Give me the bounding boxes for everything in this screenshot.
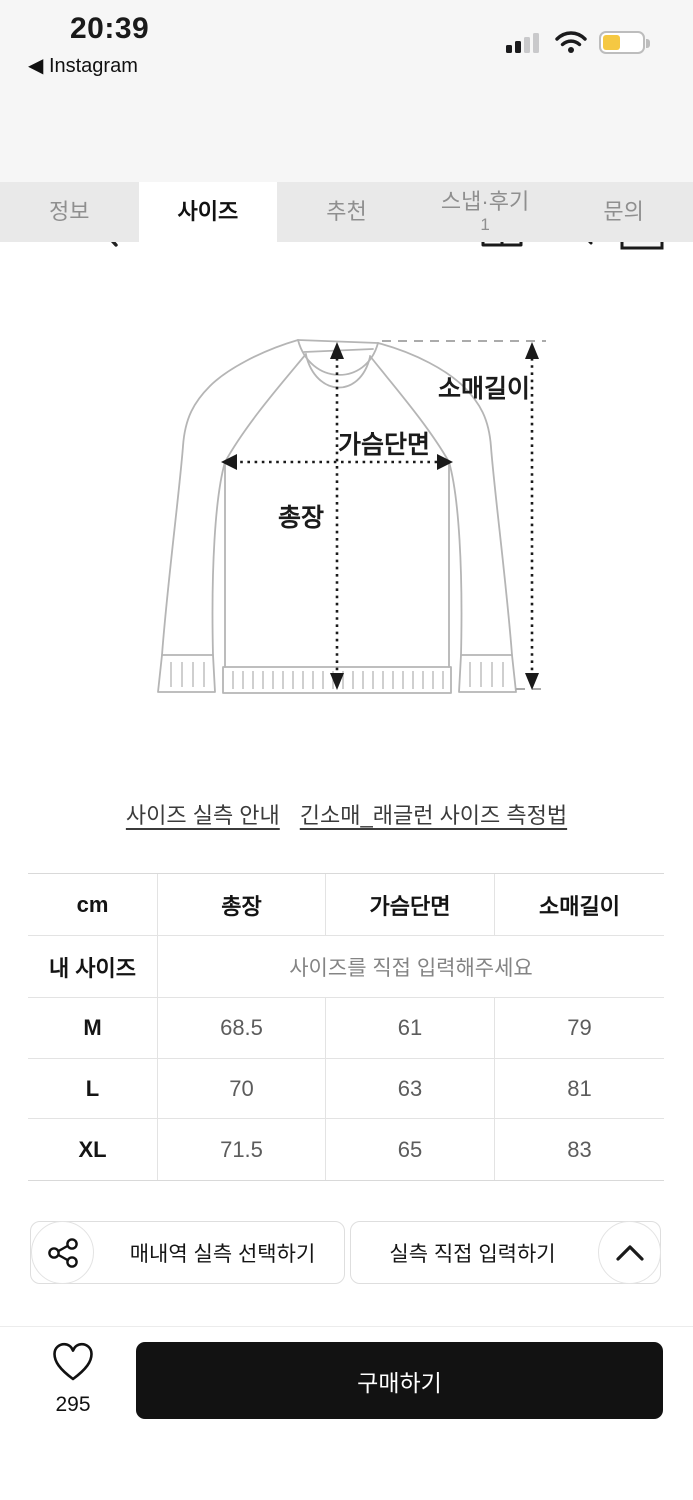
- table-value: 68.5: [157, 998, 325, 1059]
- sleeve-length-label: 소매길이: [438, 375, 530, 403]
- status-time: 20:39: [70, 12, 150, 45]
- chevron-up-icon: [615, 1244, 644, 1261]
- table-value: 65: [325, 1119, 494, 1180]
- like-count: 295: [55, 1393, 91, 1416]
- size-table: cm 총장 가슴단면 소매길이 내 사이즈 사이즈를 직접 입력해주세요 M 6…: [28, 873, 664, 1181]
- table-value: 79: [494, 998, 664, 1059]
- table-value: 70: [157, 1059, 325, 1119]
- buy-button[interactable]: 구매하기: [136, 1342, 663, 1419]
- cellular-signal-icon: [506, 32, 539, 53]
- status-nav-area: 20:39 ◀ Instagram: [0, 0, 693, 182]
- back-to-app-label[interactable]: ◀ Instagram: [28, 55, 138, 77]
- heart-icon: [53, 1342, 93, 1381]
- battery-fill: [603, 34, 621, 50]
- size-measurement-diagram: 소매길이 가슴단면 총장: [157, 339, 548, 694]
- share-icon: [47, 1237, 78, 1268]
- measurement-arrows: [233, 358, 534, 674]
- table-header-sleeve: 소매길이: [494, 874, 664, 936]
- tab-snap-review-count: 1: [480, 214, 490, 234]
- my-size-row-label: 내 사이즈: [28, 936, 157, 998]
- tab-recommend[interactable]: 추천: [326, 198, 367, 224]
- battery-icon: [599, 30, 650, 54]
- total-length-label: 총장: [278, 504, 324, 532]
- table-value: 81: [494, 1059, 664, 1119]
- raglan-measure-method-link[interactable]: 긴소매_래글런 사이즈 측정법: [299, 803, 568, 828]
- table-value: 61: [325, 998, 494, 1059]
- tab-bar: 정보 사이즈 추천 스냅·후기 1 문의: [0, 182, 693, 242]
- tab-snap-review[interactable]: 스냅·후기 1: [440, 188, 530, 234]
- size-measure-guide-link[interactable]: 사이즈 실측 안내: [125, 803, 280, 828]
- table-header-chest: 가슴단면: [325, 874, 494, 936]
- measure-guide-links: 사이즈 실측 안내 긴소매_래글런 사이즈 측정법: [0, 798, 693, 830]
- size-row-label-m: M: [28, 998, 157, 1059]
- status-icons: [506, 30, 650, 54]
- chest-width-label: 가슴단면: [338, 431, 430, 459]
- share-circle-button[interactable]: [31, 1221, 94, 1284]
- size-row-label-l: L: [28, 1059, 157, 1119]
- table-header-length: 총장: [157, 874, 325, 936]
- collapse-circle-button[interactable]: [598, 1221, 661, 1284]
- size-row-label-xl: XL: [78, 1136, 107, 1162]
- tab-info[interactable]: 정보: [49, 198, 90, 224]
- table-value: 71.5: [157, 1119, 325, 1180]
- nav-bar: 1: [0, 96, 693, 250]
- my-size-input-placeholder[interactable]: 사이즈를 직접 입력해주세요: [157, 936, 664, 998]
- tab-inquiry[interactable]: 문의: [603, 198, 644, 224]
- like-button[interactable]: 295: [50, 1342, 96, 1417]
- wifi-icon: [555, 31, 587, 53]
- bottom-purchase-bar: 295 구매하기: [0, 1326, 693, 1500]
- table-value: 83: [494, 1119, 664, 1180]
- table-value: 63: [325, 1059, 494, 1119]
- table-header-unit: cm: [28, 874, 157, 936]
- tab-size[interactable]: 사이즈: [138, 182, 278, 242]
